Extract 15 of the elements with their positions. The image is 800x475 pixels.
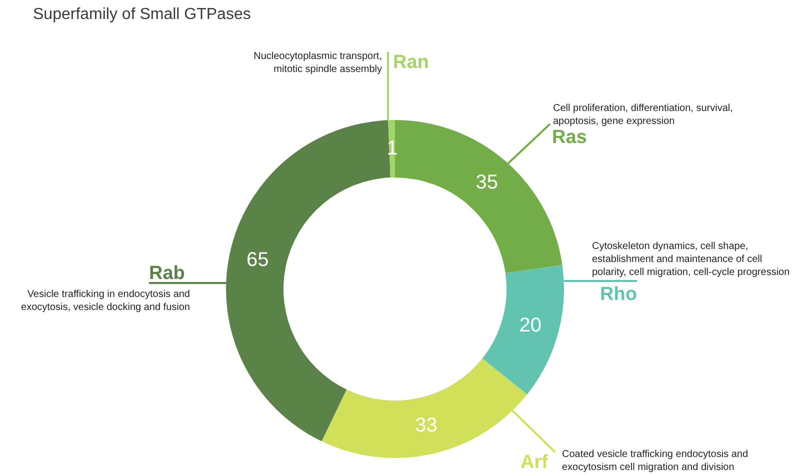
slice-label: Rho	[600, 284, 637, 305]
slice-label: Ran	[393, 52, 429, 73]
data-label: 20	[519, 314, 542, 336]
text: Nucleocytoplasmic transport, mitotic spindle assembly	[254, 51, 382, 75]
data-label: 65	[246, 249, 269, 272]
slice-label: Arf	[520, 452, 549, 473]
text: Cytoskeleton dynamics, cell shape, establishment and maintenance of cell polarity, cell migration, cell-cycle progression	[592, 241, 790, 278]
chart-title: Superfamily of Small GTPases	[33, 6, 251, 23]
text: Cell proliferation, differentiation, survival, apoptosis, gene expression	[553, 103, 733, 127]
data-label: 35	[476, 172, 498, 194]
text: Vesicle trafficking in endocytosis and exocytosis, vesicle docking and fusion	[21, 289, 190, 313]
slice-label: Rab	[149, 263, 185, 284]
slice-label: Ras	[552, 127, 587, 148]
data-label: 33	[415, 414, 438, 436]
text: Coated vesicle trafficking endocytosis and exocytosism cell migration and division	[562, 449, 748, 473]
